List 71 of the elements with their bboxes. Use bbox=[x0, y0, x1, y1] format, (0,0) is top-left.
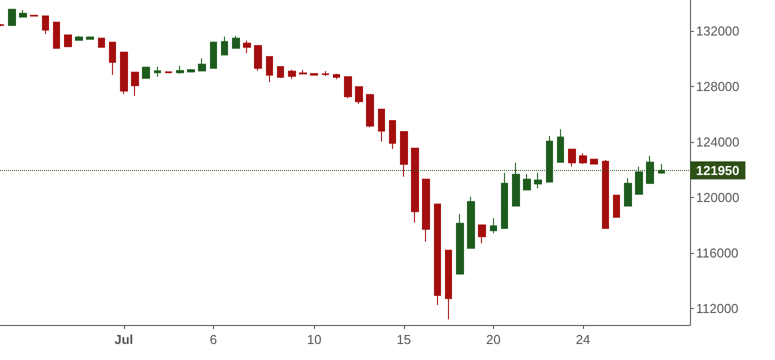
candlestick bbox=[131, 71, 139, 96]
ref-line-label: 121950 bbox=[696, 162, 740, 178]
x-tick-label: 24 bbox=[576, 332, 590, 347]
x-tick-label: 6 bbox=[210, 332, 217, 347]
candlestick bbox=[512, 162, 520, 206]
candlestick bbox=[299, 69, 307, 75]
candlestick bbox=[98, 38, 105, 48]
x-tick-label: 15 bbox=[396, 332, 412, 347]
candlestick bbox=[277, 66, 284, 79]
y-tick-label: 128000 bbox=[696, 78, 740, 94]
candlestick bbox=[355, 86, 363, 104]
candlestick bbox=[478, 224, 486, 244]
candlestick bbox=[646, 155, 654, 184]
candlestick bbox=[232, 35, 240, 49]
y-tick-label: 112000 bbox=[696, 300, 738, 316]
candlestick bbox=[411, 148, 419, 224]
y-tick-label: 116000 bbox=[696, 245, 738, 260]
candlestick bbox=[534, 172, 542, 189]
candlestick bbox=[310, 72, 318, 76]
y-tick-label: 120000 bbox=[696, 190, 740, 205]
candlestick bbox=[467, 196, 475, 249]
candlestick bbox=[120, 51, 128, 95]
candlestick bbox=[322, 70, 329, 77]
candlestick bbox=[523, 173, 531, 190]
candlestick bbox=[254, 45, 262, 72]
candlestick bbox=[602, 159, 609, 229]
y-tick-label: 132000 bbox=[696, 23, 740, 38]
candlestick bbox=[30, 14, 38, 17]
candlestick bbox=[546, 135, 553, 182]
candlestick bbox=[64, 34, 72, 48]
candlestick bbox=[53, 22, 60, 49]
candlestick bbox=[624, 178, 632, 206]
candlestick bbox=[333, 73, 340, 80]
candlestick bbox=[557, 128, 564, 163]
candlestick bbox=[8, 8, 16, 26]
candlestick bbox=[344, 76, 352, 99]
candlestick bbox=[422, 178, 430, 242]
candlestick bbox=[187, 68, 195, 74]
candlestick bbox=[590, 158, 598, 164]
candlestick bbox=[154, 66, 161, 78]
candlestick bbox=[378, 108, 385, 142]
candlestick bbox=[198, 58, 206, 72]
x-tick-label: Jul bbox=[114, 332, 134, 347]
candlestick bbox=[42, 15, 49, 34]
candlestick bbox=[176, 65, 184, 74]
candlestick bbox=[142, 66, 150, 79]
candlestick bbox=[613, 194, 620, 218]
candlestick bbox=[635, 166, 643, 195]
x-tick-label: 20 bbox=[486, 332, 501, 347]
x-tick-label: 10 bbox=[306, 332, 322, 347]
candlestick bbox=[243, 40, 251, 54]
candlestick bbox=[445, 250, 452, 320]
candlestick bbox=[568, 148, 576, 168]
y-tick-label: 124000 bbox=[696, 134, 740, 150]
candlestick bbox=[221, 36, 228, 56]
candlestick bbox=[400, 131, 408, 178]
candlestick bbox=[389, 120, 396, 150]
candlestick bbox=[266, 56, 273, 83]
candlestick bbox=[579, 152, 587, 164]
candlestick bbox=[434, 204, 441, 306]
candlestick bbox=[501, 172, 508, 229]
candlestick bbox=[490, 218, 497, 234]
candlestick bbox=[210, 40, 217, 69]
candlestick bbox=[366, 94, 374, 128]
candlestick bbox=[456, 213, 464, 274]
candlestick bbox=[109, 42, 116, 76]
candlestick bbox=[658, 163, 665, 174]
candlestick bbox=[86, 36, 94, 40]
candlestick bbox=[19, 10, 27, 18]
candlestick bbox=[75, 35, 83, 42]
candlestick bbox=[288, 69, 296, 80]
